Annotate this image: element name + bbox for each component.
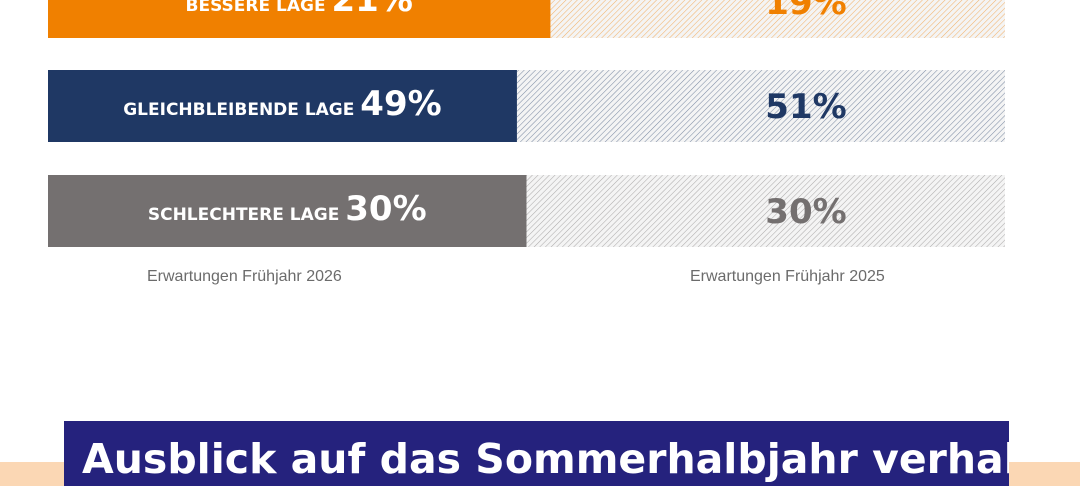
bar-2025-1 [550,0,1005,38]
bar-label-2: GLEICHBLEIBENDE LAGE 49% [123,84,441,124]
bar-2026-2 [48,70,517,142]
bar-2025-2 [516,70,1005,142]
heading-title: Ausblick auf das Sommerhalbjahr verhalte… [82,435,1009,483]
bar-2026-1 [48,0,551,38]
value-label-2025-1: 19% [765,0,846,23]
bar-label-3: SCHLECHTERE LAGE 30% [148,189,427,229]
bar-label-1: BESSERE LAGE 21% [186,0,413,20]
heading-banner: Ausblick auf das Sommerhalbjahr verhalte… [64,421,1009,486]
bar-2026-3 [48,175,527,247]
value-label-2025-3: 30% [765,192,846,232]
bar-2025-3 [526,175,1005,247]
caption-2026: Erwartungen Frühjahr 2026 [147,268,342,285]
value-label-2025-2: 51% [765,87,846,127]
chart: BESSERE LAGE 21% 19% GLEICHBLEIBENDE LAGE … [48,0,1005,247]
caption-2025: Erwartungen Frühjahr 2025 [690,268,885,285]
